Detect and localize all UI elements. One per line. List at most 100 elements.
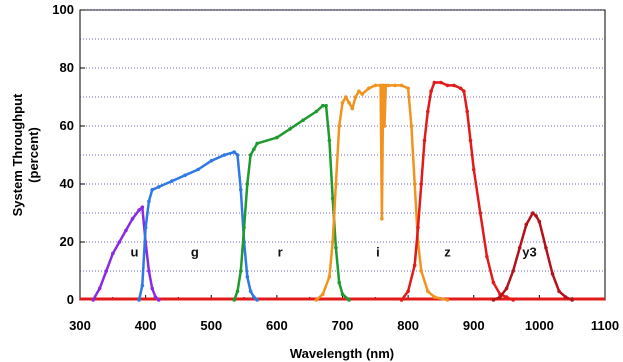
series-point-u bbox=[147, 269, 151, 273]
series-point-z bbox=[445, 83, 450, 88]
series-point-z bbox=[426, 109, 430, 114]
series-point-g bbox=[156, 185, 161, 189]
series-point-z bbox=[419, 182, 424, 186]
series-point-y3 bbox=[537, 219, 542, 224]
x-tick-label: 1000 bbox=[525, 318, 554, 333]
band-label-z: z bbox=[444, 245, 451, 260]
y-axis-title: System Throughput (percent) bbox=[10, 93, 41, 216]
x-tick-label: 800 bbox=[397, 318, 419, 333]
series-point-g bbox=[143, 225, 148, 230]
y-tick-label: 100 bbox=[52, 2, 74, 17]
series-point-r bbox=[330, 196, 335, 201]
series-point-i bbox=[321, 292, 325, 297]
series-line-y3 bbox=[492, 211, 573, 302]
series-point-i bbox=[366, 86, 371, 91]
band-label-u: u bbox=[130, 245, 138, 260]
series-point-r bbox=[245, 182, 250, 186]
band-label-g: g bbox=[191, 245, 199, 260]
x-tick-label: 1100 bbox=[591, 318, 619, 333]
series-point-r bbox=[347, 298, 351, 302]
series-point-u bbox=[124, 228, 128, 233]
series-point-i bbox=[330, 240, 335, 244]
band-labels: u g r i z y3 bbox=[130, 245, 536, 260]
x-axis-ticks: 300 400 500 600 700 800 900 1000 1100 bbox=[69, 295, 619, 333]
series-point-y3 bbox=[570, 298, 574, 302]
series-point-u bbox=[137, 208, 141, 212]
series-point-i bbox=[340, 101, 345, 105]
series-point-g bbox=[137, 298, 141, 302]
series-point-u bbox=[130, 217, 135, 221]
series-point-g bbox=[209, 159, 214, 163]
series-point-i bbox=[419, 269, 424, 273]
series-point-r bbox=[288, 127, 292, 131]
series-point-r bbox=[301, 118, 305, 122]
series-point-g bbox=[196, 167, 200, 172]
series-point-y3 bbox=[550, 272, 555, 276]
series-point-u bbox=[104, 269, 109, 273]
x-tick-label: 600 bbox=[266, 318, 288, 333]
x-tick-label: 300 bbox=[69, 318, 91, 333]
series-point-y3 bbox=[504, 286, 509, 291]
series-point-r bbox=[334, 246, 338, 250]
series-point-g bbox=[235, 153, 240, 157]
series-point-z bbox=[399, 298, 404, 302]
series-point-u bbox=[91, 298, 95, 302]
series-point-i bbox=[409, 124, 414, 128]
series-point-z bbox=[468, 138, 473, 143]
series-point-r bbox=[337, 280, 342, 285]
series-point-i bbox=[350, 106, 355, 111]
series-point-r bbox=[314, 109, 319, 114]
series-point-g bbox=[140, 283, 145, 288]
series-point-i bbox=[334, 182, 338, 186]
series-point-y3 bbox=[524, 222, 529, 227]
series-point-z bbox=[491, 280, 496, 285]
series-point-y3 bbox=[563, 295, 568, 299]
series-point-g bbox=[170, 179, 174, 183]
series-point-i bbox=[426, 289, 430, 294]
series-point-y3 bbox=[517, 246, 522, 250]
series-point-g bbox=[232, 150, 237, 154]
series-point-i bbox=[357, 89, 361, 93]
series-point-r bbox=[327, 138, 332, 143]
series-point-g bbox=[252, 295, 256, 299]
series-line-u bbox=[92, 205, 160, 301]
series-point-u bbox=[117, 240, 122, 244]
series-point-u bbox=[153, 295, 158, 299]
series-point-z bbox=[511, 298, 515, 302]
series-point-i bbox=[347, 101, 351, 105]
series-point-z bbox=[465, 109, 469, 114]
series-point-z bbox=[439, 80, 443, 85]
series-point-i bbox=[386, 83, 391, 88]
series-group bbox=[80, 80, 605, 302]
series-point-i bbox=[382, 124, 387, 128]
series-point-g bbox=[183, 173, 187, 178]
series-point-z bbox=[471, 167, 476, 172]
series-point-y3 bbox=[544, 246, 548, 250]
series-point-u bbox=[150, 286, 154, 291]
series-point-u bbox=[97, 286, 102, 291]
y-tick-label: 40 bbox=[60, 176, 74, 191]
series-point-z bbox=[478, 211, 483, 215]
series-point-i bbox=[412, 182, 417, 186]
x-tick-label: 700 bbox=[332, 318, 354, 333]
y-axis-ticks: 0 20 40 60 80 100 bbox=[52, 2, 85, 307]
y-tick-label: 80 bbox=[60, 60, 74, 75]
x-tick-label: 400 bbox=[135, 318, 157, 333]
series-point-r bbox=[248, 153, 253, 157]
series-point-r bbox=[238, 269, 243, 273]
x-tick-label: 500 bbox=[200, 318, 222, 333]
series-point-i bbox=[432, 295, 437, 299]
series-point-i bbox=[445, 298, 450, 302]
series-point-g bbox=[238, 188, 243, 192]
series-point-u bbox=[156, 298, 161, 302]
x-axis-title: Wavelength (nm) bbox=[290, 346, 394, 361]
series-point-z bbox=[504, 295, 509, 299]
series-point-z bbox=[429, 89, 433, 93]
band-label-y3: y3 bbox=[522, 245, 536, 260]
series-point-i bbox=[378, 83, 383, 88]
series-point-g bbox=[245, 275, 250, 279]
series-point-i bbox=[406, 86, 410, 91]
series-point-y3 bbox=[557, 289, 561, 294]
series-point-u bbox=[111, 251, 115, 256]
